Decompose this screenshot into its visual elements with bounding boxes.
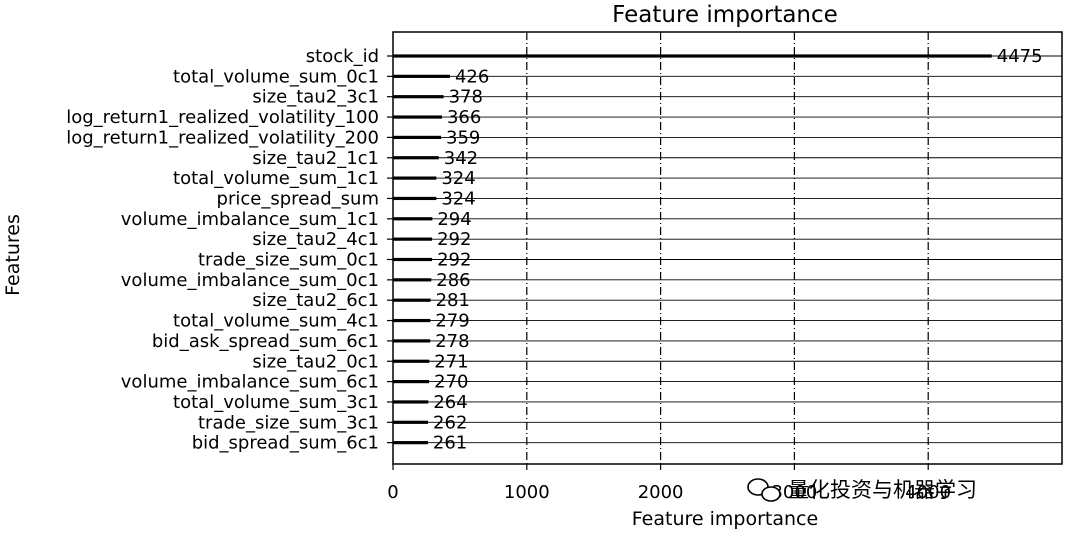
plot-area-frame [392,31,1063,465]
x-tick-label: 0 [387,482,398,503]
data-label-size_tau2_6c1: 281 [436,290,470,311]
data-label-volume_imbalance_sum_0c1: 286 [436,270,470,291]
bar-volume_imbalance_sum_6c1 [393,380,430,384]
bars [393,54,992,445]
y-axis-label: Features [2,214,24,296]
watermark: 量化投资与机器学习 [747,478,977,502]
y-tick-label: log_return1_realized_volatility_200 [66,127,379,148]
data-label-volume_imbalance_sum_6c1: 270 [434,372,468,393]
data-label-total_volume_sum_1c1: 324 [441,168,475,189]
y-tick-label: bid_ask_spread_sum_6c1 [152,331,379,352]
bar-size_tau2_0c1 [393,359,430,363]
x-axis-ticks: 0 1000 2000 3000 4000 [387,464,951,503]
y-tick-label: size_tau2_1c1 [252,148,379,169]
bar-bid_spread_sum_6c1 [393,441,428,445]
bar-total_volume_sum_1c1 [393,176,437,180]
data-label-size_tau2_4c1: 292 [437,229,471,250]
bar-stock_id [393,54,992,58]
y-tick-label: total_volume_sum_3c1 [173,392,379,413]
y-tick-label: size_tau2_4c1 [252,229,379,250]
bar-volume_imbalance_sum_1c1 [393,217,433,221]
watermark-text: 量化投资与机器学习 [788,478,977,502]
data-label-size_tau2_0c1: 271 [434,351,468,372]
data-label-trade_size_sum_0c1: 292 [437,250,471,271]
data-label-log_return1_realized_volatility_100: 366 [447,107,481,128]
y-tick-label: trade_size_sum_0c1 [198,250,379,271]
bar-log_return1_realized_volatility_200 [393,135,442,139]
bar-total_volume_sum_3c1 [393,400,429,404]
y-tick-label: volume_imbalance_sum_1c1 [121,209,379,230]
data-label-bid_ask_spread_sum_6c1: 278 [435,331,469,352]
data-label-trade_size_sum_3c1: 262 [433,412,467,433]
y-tick-label: volume_imbalance_sum_6c1 [121,372,379,393]
x-tick-label: 1000 [504,482,550,503]
y-tick-label: size_tau2_0c1 [252,351,379,372]
y-tick-label: log_return1_realized_volatility_100 [66,107,379,128]
bar-trade_size_sum_3c1 [393,420,429,424]
y-tick-label: trade_size_sum_3c1 [198,412,379,433]
data-label-total_volume_sum_0c1: 426 [455,66,489,87]
bar-bid_ask_spread_sum_6c1 [393,339,431,343]
y-tick-label: total_volume_sum_0c1 [173,66,379,87]
data-label-stock_id: 4475 [997,46,1043,67]
bar-log_return1_realized_volatility_100 [393,115,442,119]
x-axis-label: Feature importance [632,508,818,530]
y-axis-ticks: stock_idtotal_volume_sum_0c1size_tau2_3c… [66,46,393,454]
y-tick-label: total_volume_sum_1c1 [173,168,379,189]
data-label-price_spread_sum: 324 [441,188,475,209]
data-labels: 4475426378366359342324324294292292286281… [433,46,1043,454]
bar-trade_size_sum_0c1 [393,257,433,262]
data-label-total_volume_sum_3c1: 264 [433,392,467,413]
bar-total_volume_sum_0c1 [393,74,450,78]
data-label-volume_imbalance_sum_1c1: 294 [437,209,471,230]
y-tick-label: size_tau2_3c1 [252,87,379,108]
y-tick-label: price_spread_sum [217,188,379,209]
data-label-size_tau2_1c1: 342 [444,148,478,169]
bar-price_spread_sum [393,196,437,201]
bar-size_tau2_1c1 [393,156,439,160]
bar-volume_imbalance_sum_0c1 [393,278,432,282]
grid-lines [393,32,1062,464]
data-label-total_volume_sum_4c1: 279 [435,311,469,332]
y-tick-label: size_tau2_6c1 [252,290,379,311]
wechat-icon [747,478,781,502]
y-tick-label: bid_spread_sum_6c1 [192,433,379,454]
x-tick-label: 2000 [638,482,684,503]
bar-size_tau2_3c1 [393,95,444,99]
data-label-size_tau2_3c1: 378 [449,87,483,108]
chart-title: Feature importance [612,2,838,28]
data-label-bid_spread_sum_6c1: 261 [433,433,467,454]
y-tick-label: stock_id [306,46,379,67]
x-tick-label: 3000 [771,482,817,503]
x-tick-label: 4000 [905,482,951,503]
y-tick-label: total_volume_sum_4c1 [173,311,379,332]
data-label-log_return1_realized_volatility_200: 359 [446,127,480,148]
bar-total_volume_sum_4c1 [393,318,431,323]
y-tick-label: volume_imbalance_sum_0c1 [121,270,379,291]
bar-size_tau2_4c1 [393,237,433,241]
bar-size_tau2_6c1 [393,298,431,302]
